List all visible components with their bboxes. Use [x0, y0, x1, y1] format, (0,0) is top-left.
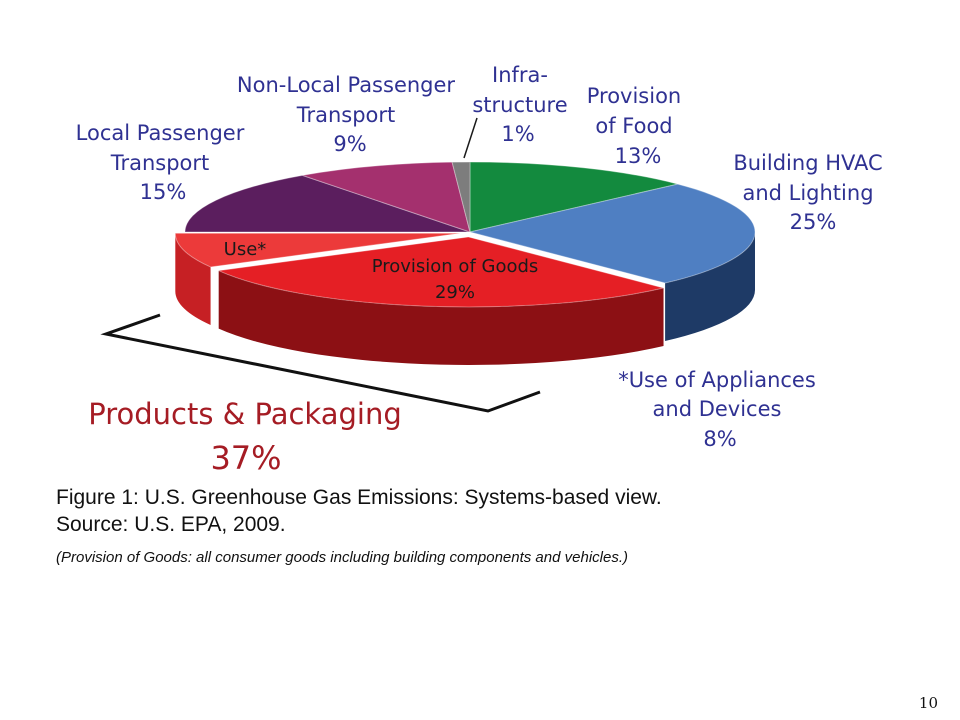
slice-side [665, 232, 755, 342]
caption-note: (Provision of Goods: all consumer goods … [56, 549, 628, 566]
slice-name: Use* [224, 239, 267, 260]
slice-name: of Food [595, 114, 672, 138]
slice-value-label: 9% [333, 132, 366, 156]
slice-name: and Lighting [742, 181, 873, 205]
footnote-label: and Devices [653, 397, 782, 421]
caption-line-1: Figure 1: U.S. Greenhouse Gas Emissions:… [56, 486, 662, 509]
slice [184, 174, 471, 233]
group-bracket [100, 313, 541, 413]
slice-name: Non-Local Passenger [237, 73, 455, 97]
slice [302, 161, 471, 233]
footnote-label: *Use of Appliances [618, 368, 816, 392]
slice [469, 183, 756, 284]
pie-sides [175, 232, 755, 365]
slice-side [218, 270, 664, 365]
slice-value-label: 25% [790, 210, 837, 234]
slice-value-label: 29% [435, 282, 475, 303]
slice-value-label: 13% [615, 144, 662, 168]
page-number: 10 [918, 694, 938, 712]
slice-name: structure [472, 93, 567, 117]
slice-labels: Provision of Food 13% Building HVAC and Ligh… [76, 63, 883, 451]
slice-name: Provision [587, 84, 682, 108]
slice-name: Infra- [492, 63, 548, 87]
slice-name: Local Passenger [76, 121, 245, 145]
leader-line [463, 117, 478, 159]
caption-line-2: Source: U.S. EPA, 2009. [56, 513, 286, 536]
group-value-label: 37% [210, 439, 281, 477]
slice [469, 161, 678, 233]
slice-name: Transport [110, 151, 210, 175]
group-name: Products & Packaging [88, 397, 401, 431]
slice-value-label: 15% [140, 180, 187, 204]
slice-name: Building HVAC [733, 151, 882, 175]
slice [174, 232, 461, 268]
slice-side [175, 233, 211, 325]
slice-name: Transport [296, 103, 396, 127]
footnote-value-label: 8% [703, 427, 736, 451]
pie-tops [174, 161, 756, 308]
slice-value-label: 1% [501, 122, 534, 146]
slice [216, 236, 664, 308]
slice [451, 161, 471, 233]
slice-name: Provision of Goods [372, 256, 539, 277]
